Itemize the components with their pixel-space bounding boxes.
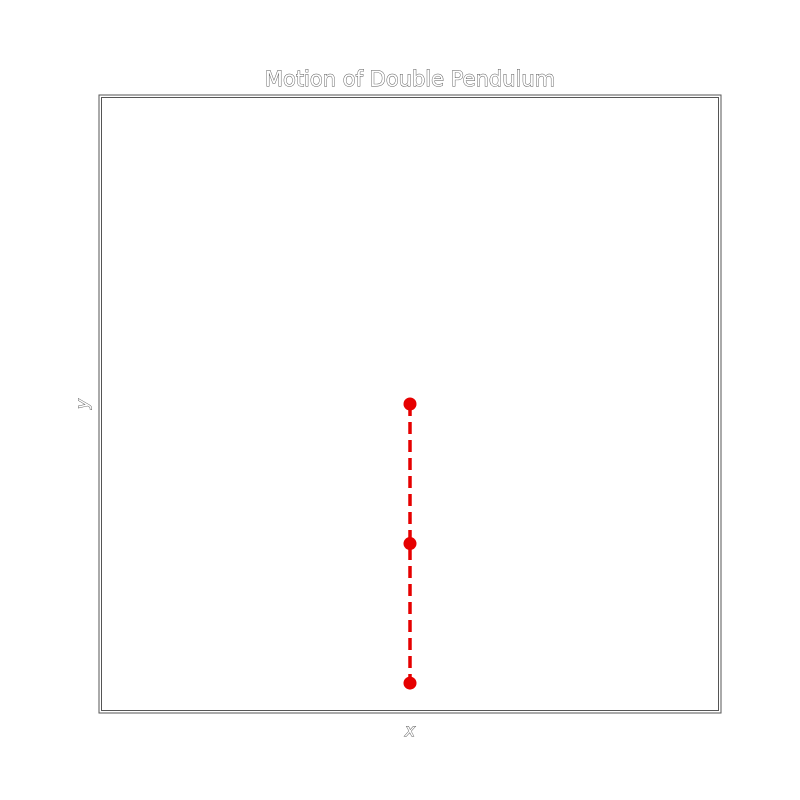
- pivot-point: [403, 397, 417, 411]
- chart-title: Motion of Double Pendulum: [265, 67, 555, 91]
- plot-area: [403, 397, 417, 690]
- pendulum-bob-1: [403, 537, 417, 551]
- plot-frame-outer: [98, 94, 722, 714]
- x-axis-label: x: [404, 721, 416, 741]
- plot-frame-inner: [101, 97, 719, 711]
- pendulum-bob-2: [403, 676, 417, 690]
- y-axis-label: y: [73, 398, 93, 410]
